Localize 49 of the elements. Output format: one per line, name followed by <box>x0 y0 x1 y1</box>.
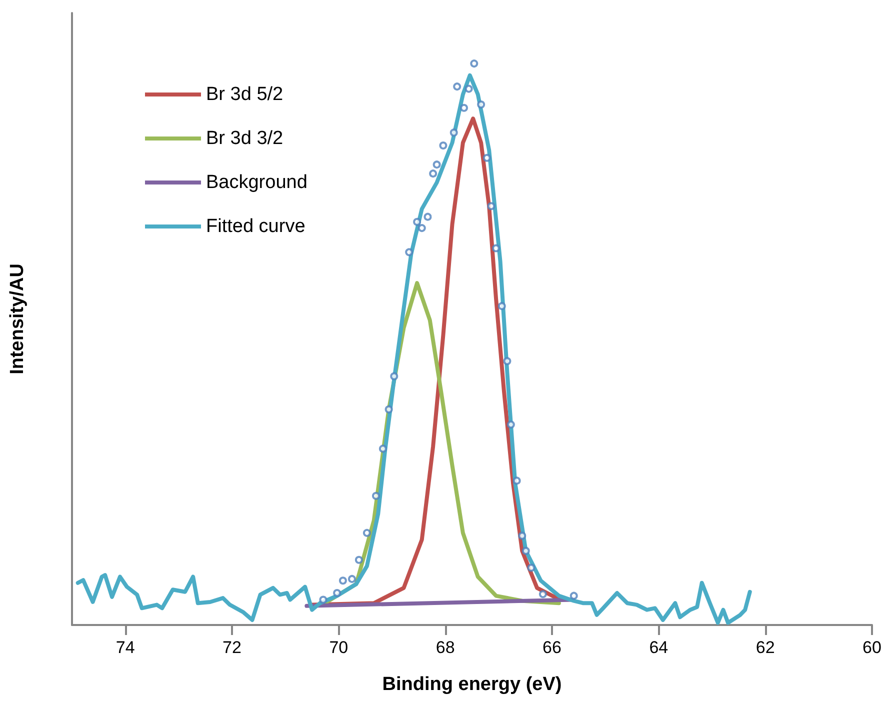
point <box>413 218 422 226</box>
point <box>362 528 371 537</box>
point <box>503 357 512 366</box>
point <box>498 302 506 310</box>
point <box>538 590 547 598</box>
point <box>460 104 468 112</box>
point <box>487 202 496 210</box>
point <box>429 170 438 178</box>
x-tick-label: 70 <box>329 638 348 657</box>
point <box>518 532 526 540</box>
point <box>492 244 500 252</box>
point <box>378 444 387 453</box>
x-axis-title: Binding energy (eV) <box>382 674 562 695</box>
point <box>384 405 393 414</box>
point <box>418 224 426 232</box>
point <box>450 128 458 137</box>
point <box>470 60 478 68</box>
point <box>522 546 530 555</box>
point <box>333 589 342 597</box>
legend-label: Br 3d 5/2 <box>206 84 284 105</box>
x-tick-label: 72 <box>222 638 242 657</box>
x-tick-label: 62 <box>756 638 775 657</box>
point <box>506 420 515 429</box>
point <box>348 574 356 583</box>
x-tick-label: 66 <box>542 638 562 657</box>
point <box>477 100 486 109</box>
y-axis-title: Intensity/AU <box>7 264 28 374</box>
legend-label: Fitted curve <box>206 216 306 237</box>
point <box>405 248 414 256</box>
x-tick-label: 68 <box>436 638 455 657</box>
point <box>390 372 398 380</box>
x-tick-label: 60 <box>862 638 882 657</box>
point <box>482 154 491 162</box>
point <box>512 476 521 485</box>
point <box>453 82 462 91</box>
x-tick-label: 74 <box>116 638 135 657</box>
point <box>372 492 380 500</box>
point <box>354 556 363 564</box>
point <box>424 212 432 221</box>
legend-label: Br 3d 3/2 <box>206 128 284 149</box>
point <box>338 576 347 585</box>
point <box>464 84 473 93</box>
point <box>570 592 578 600</box>
point <box>439 142 448 150</box>
point <box>319 596 328 604</box>
point <box>432 160 441 169</box>
legend-label: Background <box>206 172 308 193</box>
point <box>527 564 536 572</box>
x-tick-label: 64 <box>649 638 668 657</box>
